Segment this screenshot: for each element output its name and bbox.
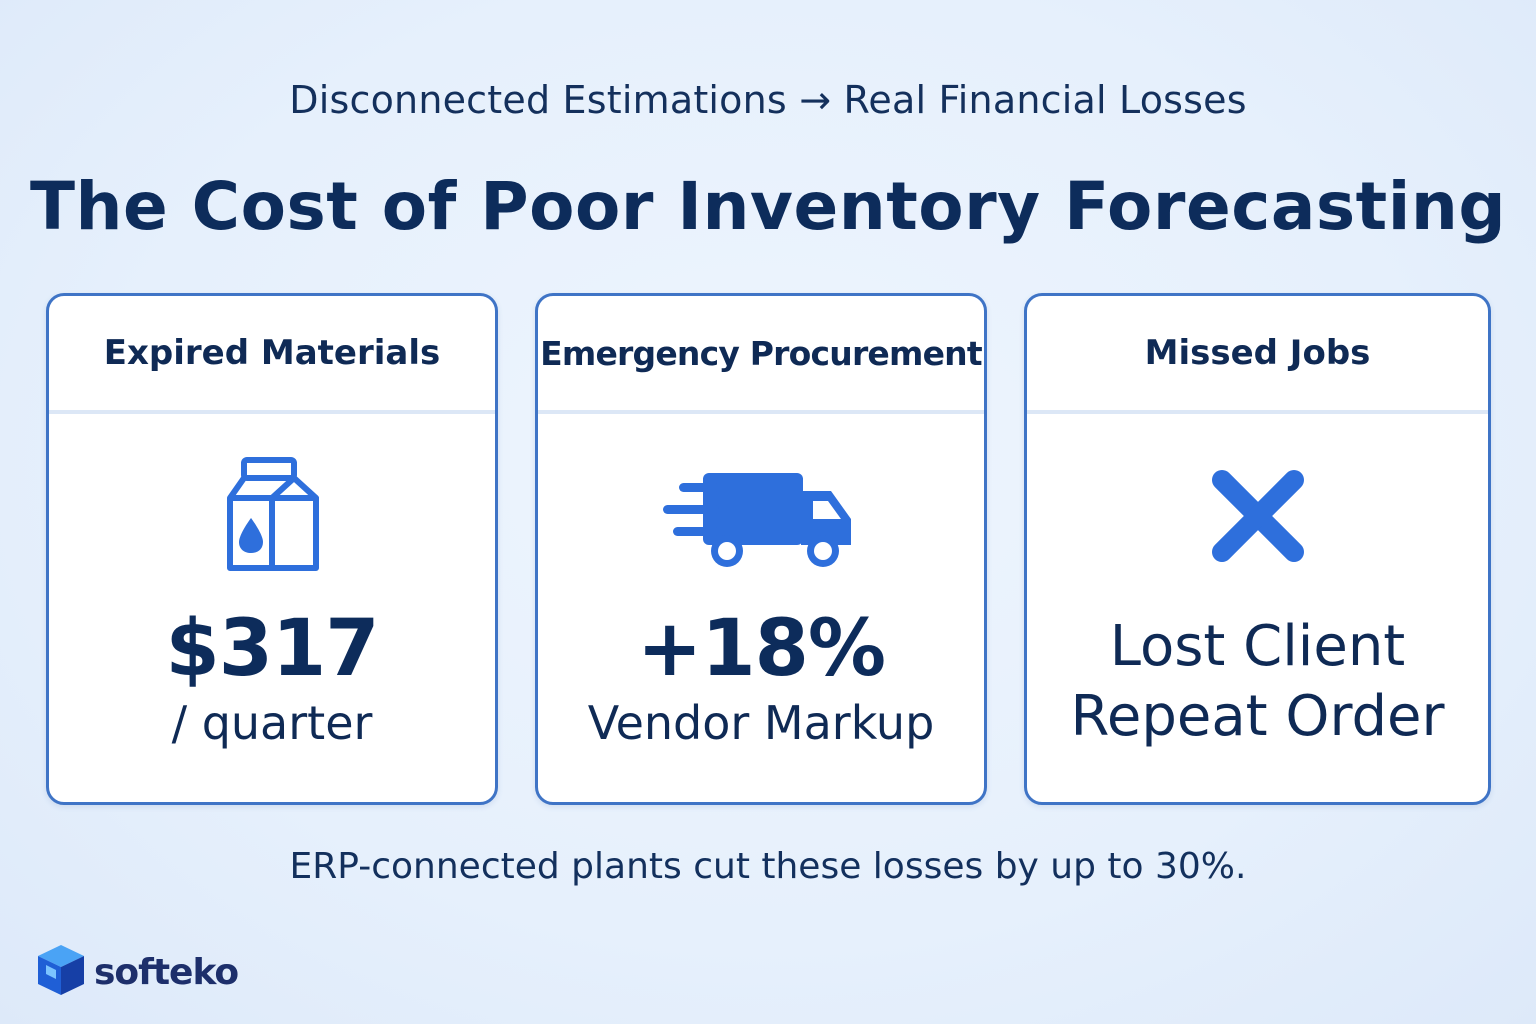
markup-caption: Vendor Markup [587, 696, 935, 750]
card-heading: Expired Materials [49, 296, 495, 414]
expired-cost-value: $317 [165, 604, 379, 694]
markup-value: +18% [636, 604, 886, 694]
subtitle: Disconnected Estimations → Real Financia… [289, 78, 1247, 122]
delivery-truck-icon [538, 456, 984, 576]
page-title: The Cost of Poor Inventory Forecasting [29, 168, 1507, 245]
card-missed-jobs: Missed Jobs Lost Client Repeat Order [1024, 293, 1491, 805]
brand-logo: softeko [36, 943, 239, 1001]
outcome-line-1: Lost Client [1109, 614, 1406, 679]
expired-cost-caption: / quarter [171, 696, 373, 750]
x-mark-icon [1027, 456, 1488, 576]
cube-logo-icon [36, 943, 86, 1001]
outcome-line-2: Repeat Order [1070, 684, 1445, 749]
footer-note: ERP-connected plants cut these losses by… [289, 846, 1247, 887]
card-expired-materials: Expired Materials $317 / quarter [46, 293, 498, 805]
brand-name: softeko [94, 951, 239, 993]
card-heading: Emergency Procurement [538, 296, 984, 414]
card-heading: Missed Jobs [1027, 296, 1488, 414]
missed-jobs-outcome: Lost Client Repeat Order [1027, 612, 1488, 752]
milk-carton-icon [49, 456, 495, 576]
card-emergency-procurement: Emergency Procurement +18% Vendor Markup [535, 293, 987, 805]
